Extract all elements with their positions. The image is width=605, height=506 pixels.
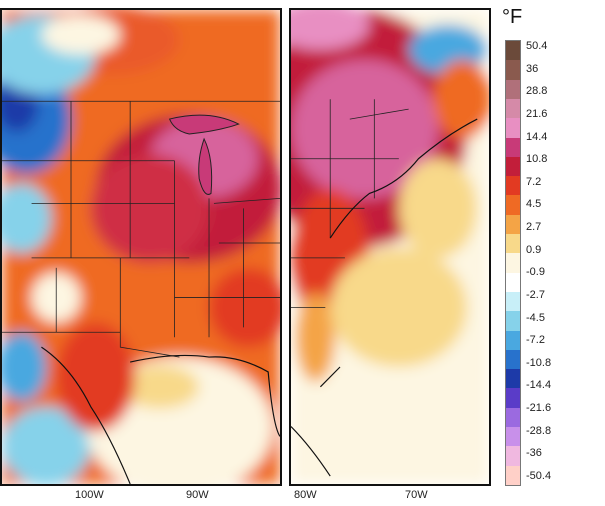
map-panel-central-us <box>0 8 282 486</box>
colorbar-tick-label: -7.2 <box>526 334 545 347</box>
colorbar-swatch <box>506 330 520 351</box>
colorbar-tick-label: -50.4 <box>526 470 552 482</box>
colorbar-tick-label: -28.8 <box>526 424 552 437</box>
lon-label-70w: 70W <box>405 489 428 501</box>
colorbar-tick-label: 28.8 <box>526 85 548 98</box>
colorbar-tick-label: 7.2 <box>526 175 542 188</box>
colorbar-swatch <box>506 465 520 486</box>
anomaly-map-east-coast <box>291 10 489 484</box>
colorbar-tick-label: 14.4 <box>526 130 548 143</box>
colorbar-swatch <box>506 388 520 409</box>
colorbar-tick-label: -10.8 <box>526 356 552 369</box>
colorbar-tick-label: -2.7 <box>526 288 545 301</box>
anomaly-map-central-us <box>2 10 280 484</box>
colorbar-swatch <box>506 156 520 177</box>
colorbar <box>505 40 521 486</box>
colorbar-tick-label: -36 <box>526 447 542 460</box>
colorbar-swatch <box>506 427 520 447</box>
colorbar-swatch <box>506 349 520 370</box>
colorbar-swatch <box>506 253 520 274</box>
colorbar-tick-label: 50.4 <box>526 40 548 52</box>
colorbar-swatch <box>506 195 520 216</box>
colorbar-swatch <box>506 407 520 428</box>
colorbar-tick-label: 21.6 <box>526 107 548 120</box>
colorbar-tick-label: -0.9 <box>526 266 545 279</box>
colorbar-swatch <box>506 79 520 100</box>
colorbar-tick-label: 4.5 <box>526 198 542 211</box>
colorbar-tick-label: 0.9 <box>526 243 542 256</box>
colorbar-swatch <box>506 98 520 119</box>
colorbar-swatch <box>506 234 520 254</box>
colorbar-swatch <box>506 291 520 312</box>
colorbar-swatch <box>506 369 520 389</box>
colorbar-swatch <box>506 272 520 293</box>
colorbar-swatch <box>506 311 520 332</box>
colorbar-tick-label: 2.7 <box>526 221 542 234</box>
colorbar-unit: °F <box>502 6 523 28</box>
lon-label-90w: 90W <box>186 489 209 501</box>
lon-label-80w: 80W <box>294 489 317 501</box>
lon-label-100w: 100W <box>75 489 104 501</box>
colorbar-tick-label: 36 <box>526 62 539 75</box>
colorbar-tick-label: -21.6 <box>526 402 552 415</box>
colorbar-swatch <box>506 60 520 81</box>
colorbar-swatch <box>506 446 520 467</box>
colorbar-tick-label: -4.5 <box>526 311 545 324</box>
colorbar-swatch <box>506 214 520 235</box>
colorbar-tick-label: 10.8 <box>526 153 548 166</box>
map-panel-east-coast <box>289 8 491 486</box>
colorbar-tick-label: -14.4 <box>526 379 552 392</box>
colorbar-swatch <box>506 118 520 138</box>
colorbar-swatch <box>506 41 520 61</box>
colorbar-swatch <box>506 176 520 196</box>
colorbar-swatch <box>506 137 520 158</box>
